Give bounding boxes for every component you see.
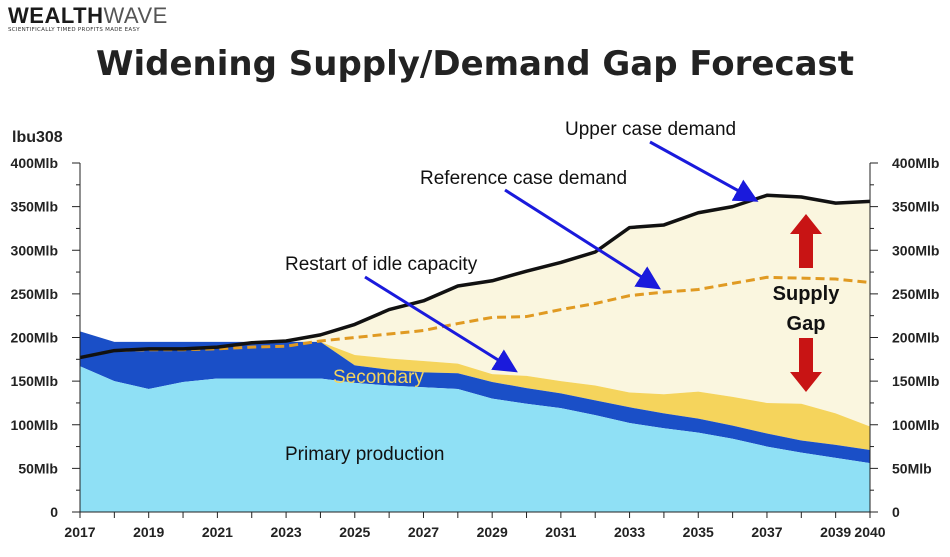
y-tick-label-right: 100Mlb: [892, 417, 939, 433]
y-axis-label: lbu308: [12, 129, 63, 146]
y-tick-label-left: 400Mlb: [11, 155, 58, 171]
supply-gap-arrow-up: [790, 214, 822, 268]
x-tick-label: 2035: [683, 524, 714, 540]
x-tick-label: 2017: [64, 524, 95, 540]
upper-case-demand-label: Upper case demand: [565, 119, 736, 140]
y-tick-label-right: 150Mlb: [892, 373, 939, 389]
chart-title: Widening Supply/Demand Gap Forecast: [95, 44, 855, 84]
supply-gap-area: [80, 195, 870, 427]
y-tick-label-right: 350Mlb: [892, 199, 939, 215]
brand-tagline: SCIENTIFICALLY TIMED PROFITS MADE EASY: [8, 27, 140, 33]
supply-gap-label-line1: Supply: [773, 283, 841, 305]
x-tick-label: 2029: [477, 524, 508, 540]
upper-case-demand-arrow: [649, 140, 759, 202]
y-tick-label-left: 350Mlb: [11, 199, 58, 215]
y-tick-label-right: 250Mlb: [892, 286, 939, 302]
y-tick-label-right: 400Mlb: [892, 155, 939, 171]
y-tick-label-left: 100Mlb: [11, 417, 58, 433]
supply-gap-label-line2: Gap: [787, 313, 826, 335]
x-tick-label: 2033: [614, 524, 645, 540]
y-tick-label-right: 200Mlb: [892, 330, 939, 346]
restart-idle-capacity-area: [80, 331, 870, 451]
x-tick-label: 2031: [545, 524, 576, 540]
y-tick-label-right: 0: [892, 504, 900, 520]
primary-production-area: [80, 366, 870, 512]
y-tick-label-left: 300Mlb: [11, 242, 58, 258]
y-tick-label-left: 200Mlb: [11, 330, 58, 346]
y-tick-label-left: 150Mlb: [11, 373, 58, 389]
brand-name: WEALTHWAVE: [8, 4, 168, 28]
upper-case-demand-line: [79, 193, 871, 360]
brand-logo: WEALTHWAVE SCIENTIFICALLY TIMED PROFITS …: [8, 4, 168, 34]
x-tick-label: 2037: [751, 524, 782, 540]
reference-case-demand-arrow: [504, 188, 661, 290]
y-tick-label-left: 250Mlb: [11, 286, 58, 302]
x-tick-label: 2040: [854, 524, 885, 540]
primary-production-label: Primary production: [285, 444, 444, 465]
reference-case-demand-label: Reference case demand: [420, 168, 627, 189]
brand-name-light: WAVE: [103, 3, 168, 28]
y-tick-label-right: 50Mlb: [892, 460, 932, 476]
x-tick-label: 2027: [408, 524, 439, 540]
y-tick-label-left: 50Mlb: [18, 460, 58, 476]
y-tick-label-left: 0: [50, 504, 58, 520]
supply-gap-arrow-down: [790, 338, 822, 392]
y-tick-label-right: 300Mlb: [892, 242, 939, 258]
secondary-label: Secondary: [333, 367, 424, 388]
x-tick-label: 2025: [339, 524, 370, 540]
x-tick-label: 2023: [271, 524, 302, 540]
x-tick-label: 2021: [202, 524, 233, 540]
secondary-area: [80, 331, 870, 464]
brand-name-bold: WEALTH: [8, 3, 104, 28]
restart-idle-capacity-arrow: [364, 275, 518, 373]
x-tick-label: 2039: [820, 524, 851, 540]
restart-idle-capacity-label: Restart of idle capacity: [285, 254, 478, 275]
x-tick-label: 2019: [133, 524, 164, 540]
